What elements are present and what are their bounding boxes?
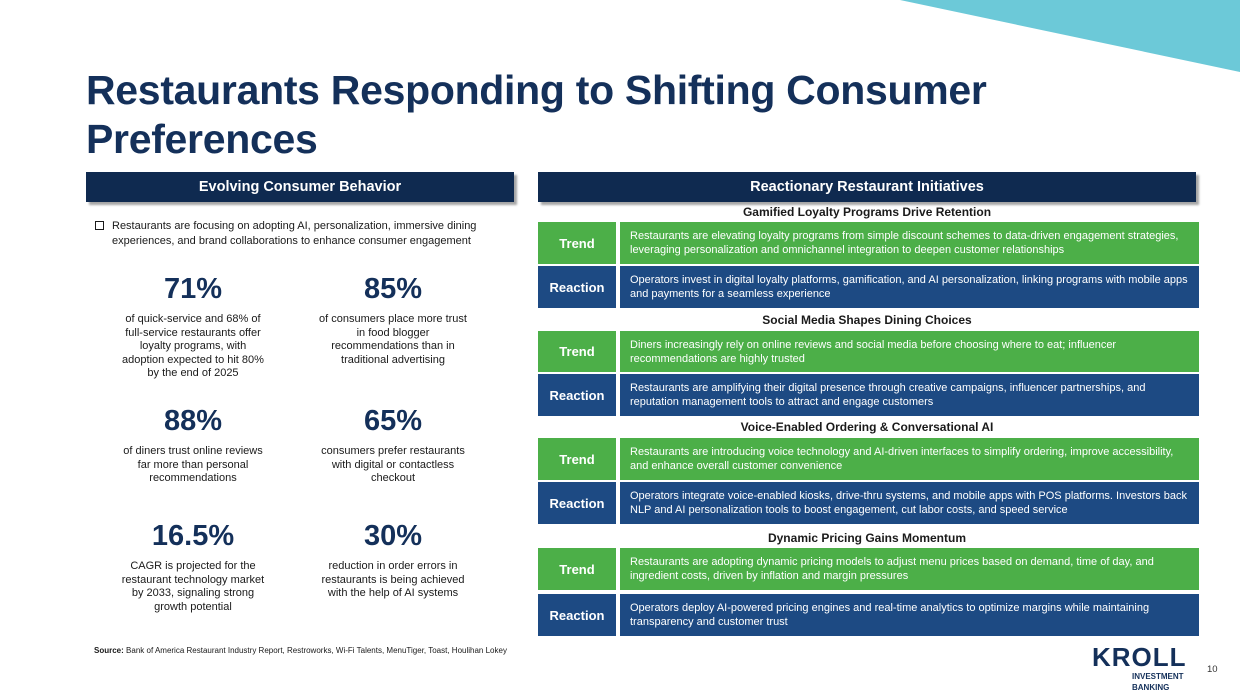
left-section-header: Evolving Consumer Behavior [86, 172, 514, 202]
stat-value: 71% [163, 273, 223, 305]
stat-description: reduction in order errors in restaurants… [321, 560, 465, 599]
stat-card: 88% of diners trust online reviews far m… [118, 404, 268, 486]
trend-text: Diners increasingly rely on online revie… [620, 331, 1199, 372]
page-title: Restaurants Responding to Shifting Consu… [86, 67, 987, 162]
initiative-group-title: Voice-Enabled Ordering & Conversational … [740, 420, 994, 434]
stat-description: of quick-service and 68% of full-service… [122, 313, 264, 379]
reaction-text: Operators invest in digital loyalty plat… [620, 266, 1199, 308]
trend-text: Restaurants are elevating loyalty progra… [620, 222, 1199, 264]
stat-description: of consumers place more trust in food bl… [319, 313, 467, 366]
reaction-text: Operators deploy AI-powered pricing engi… [620, 594, 1199, 636]
kroll-logo: KROLL INVESTMENT BANKING [1092, 643, 1202, 693]
stat-value: 65% [363, 405, 423, 437]
initiative-group-title: Social Media Shapes Dining Choices [762, 313, 972, 327]
trend-text: Restaurants are adopting dynamic pricing… [620, 548, 1199, 590]
reaction-text: Restaurants are amplifying their digital… [620, 374, 1199, 416]
reaction-label: Reaction [538, 266, 616, 308]
initiative-group-title: Gamified Loyalty Programs Drive Retentio… [742, 205, 992, 219]
logo-subtitle-line2: BANKING [1132, 683, 1170, 692]
stat-card: 85% of consumers place more trust in foo… [318, 272, 468, 367]
logo-wordmark: KROLL [1092, 642, 1187, 672]
trend-text: Restaurants are introducing voice techno… [620, 438, 1199, 480]
intro-bullet: Restaurants are focusing on adopting AI,… [95, 219, 507, 249]
intro-bullet-text: Restaurants are focusing on adopting AI,… [112, 220, 477, 247]
source-note: Source: Bank of America Restaurant Indus… [94, 646, 507, 655]
reaction-label: Reaction [538, 594, 616, 636]
stat-card: 30% reduction in order errors in restaur… [318, 519, 468, 601]
trend-label: Trend [538, 438, 616, 480]
trend-label: Trend [538, 331, 616, 372]
stat-value: 30% [363, 520, 423, 552]
stat-value: 16.5% [151, 520, 235, 552]
stat-description: of diners trust online reviews far more … [123, 445, 263, 484]
checkbox-bullet-icon [95, 221, 104, 230]
right-section-header: Reactionary Restaurant Initiatives [538, 172, 1196, 202]
trend-label: Trend [538, 222, 616, 264]
corner-accent-shape [900, 0, 1240, 72]
reaction-label: Reaction [538, 374, 616, 416]
stat-card: 65% consumers prefer restaurants with di… [318, 404, 468, 486]
initiative-group-title: Dynamic Pricing Gains Momentum [767, 531, 967, 545]
trend-label: Trend [538, 548, 616, 590]
stat-value: 85% [363, 273, 423, 305]
stat-description: consumers prefer restaurants with digita… [321, 445, 465, 484]
source-label: Source: [94, 646, 124, 655]
stat-card: 16.5% CAGR is projected for the restaura… [118, 519, 268, 614]
reaction-text: Operators integrate voice-enabled kiosks… [620, 482, 1199, 524]
source-text: Bank of America Restaurant Industry Repo… [126, 646, 507, 655]
stat-card: 71% of quick-service and 68% of full-ser… [118, 272, 268, 381]
stat-description: CAGR is projected for the restaurant tec… [121, 560, 265, 613]
stat-value: 88% [163, 405, 223, 437]
reaction-label: Reaction [538, 482, 616, 524]
page-number: 10 [1207, 664, 1218, 675]
logo-subtitle-line1: INVESTMENT [1132, 672, 1184, 681]
